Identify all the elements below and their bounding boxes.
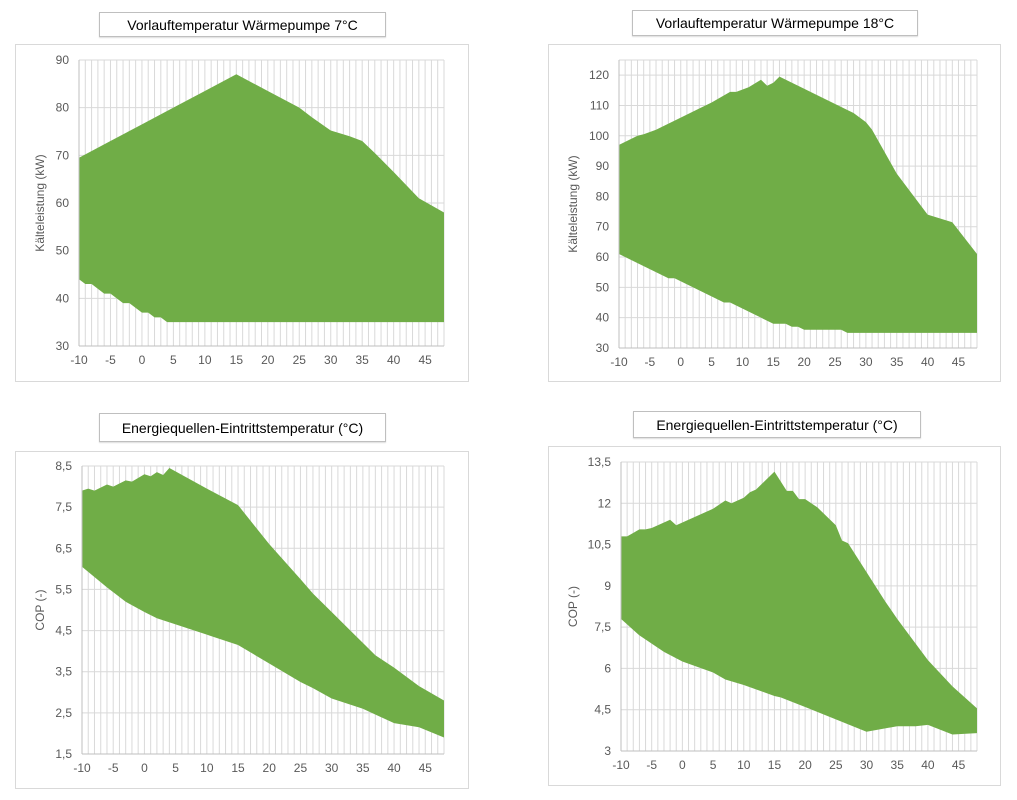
y-tick-label: 13,5 bbox=[588, 455, 612, 469]
x-tick-label: -10 bbox=[70, 353, 88, 367]
x-tick-label: 0 bbox=[139, 353, 146, 367]
x-tick-label: 45 bbox=[418, 353, 432, 367]
y-tick-label: 100 bbox=[589, 129, 609, 143]
x-tick-label: 25 bbox=[294, 761, 308, 775]
x-tick-label: 15 bbox=[230, 353, 244, 367]
x-tick-label: 25 bbox=[829, 758, 843, 772]
y-axis-label: Kälteleistung (kW) bbox=[566, 155, 580, 252]
x-tick-label: 0 bbox=[677, 355, 684, 369]
x-tick-label: 15 bbox=[767, 355, 781, 369]
x-tick-label: 5 bbox=[708, 355, 715, 369]
chart-title: Vorlauftemperatur Wärmepumpe 18°C bbox=[632, 10, 918, 36]
x-tick-label: 45 bbox=[952, 355, 966, 369]
area-band bbox=[82, 468, 444, 738]
x-tick-label: 30 bbox=[325, 761, 339, 775]
y-tick-label: 50 bbox=[56, 244, 70, 258]
y-axis-label: Kälteleistung (kW) bbox=[33, 154, 47, 251]
x-tick-label: 20 bbox=[798, 758, 812, 772]
x-tick-label: -5 bbox=[645, 355, 656, 369]
x-tick-label: 30 bbox=[859, 355, 873, 369]
x-tick-label: 35 bbox=[356, 353, 370, 367]
y-axis-label: COP (-) bbox=[33, 589, 47, 630]
y-tick-label: 4,5 bbox=[594, 703, 611, 717]
x-tick-label: 35 bbox=[891, 758, 905, 772]
x-tick-label: 20 bbox=[263, 761, 277, 775]
x-tick-label: 35 bbox=[356, 761, 370, 775]
x-tick-label: 20 bbox=[797, 355, 811, 369]
x-tick-label: 5 bbox=[710, 758, 717, 772]
y-tick-label: 30 bbox=[56, 339, 70, 353]
x-tick-label: 30 bbox=[860, 758, 874, 772]
x-tick-label: 5 bbox=[170, 353, 177, 367]
y-tick-label: 70 bbox=[56, 148, 70, 162]
x-tick-label: 30 bbox=[324, 353, 338, 367]
y-tick-label: 120 bbox=[589, 68, 609, 82]
x-tick-label: 5 bbox=[172, 761, 179, 775]
area-band bbox=[621, 471, 977, 735]
y-tick-label: 6,5 bbox=[55, 541, 72, 555]
chart-title: Vorlauftemperatur Wärmepumpe 7°C bbox=[99, 12, 386, 37]
y-tick-label: 2,5 bbox=[55, 706, 72, 720]
y-tick-label: 60 bbox=[596, 250, 610, 264]
x-tick-label: 40 bbox=[921, 355, 935, 369]
x-tick-label: 10 bbox=[736, 355, 750, 369]
y-tick-label: 70 bbox=[596, 220, 610, 234]
x-tick-label: -10 bbox=[73, 761, 91, 775]
x-tick-label: 40 bbox=[387, 353, 401, 367]
y-tick-label: 1,5 bbox=[55, 747, 72, 761]
x-tick-label: -10 bbox=[610, 355, 628, 369]
x-tick-label: 0 bbox=[679, 758, 686, 772]
chart-title: Energiequellen-Eintrittstemperatur (°C) bbox=[99, 413, 386, 442]
y-tick-label: 80 bbox=[56, 101, 70, 115]
x-tick-label: 0 bbox=[141, 761, 148, 775]
y-tick-label: 40 bbox=[596, 311, 610, 325]
y-tick-label: 110 bbox=[590, 98, 609, 112]
y-tick-label: 30 bbox=[596, 341, 610, 355]
x-tick-label: 15 bbox=[231, 761, 245, 775]
y-tick-label: 60 bbox=[56, 196, 70, 210]
y-tick-label: 4,5 bbox=[55, 624, 72, 638]
y-tick-label: 50 bbox=[596, 280, 610, 294]
x-tick-label: 10 bbox=[737, 758, 751, 772]
x-tick-label: 25 bbox=[293, 353, 307, 367]
y-tick-label: 9 bbox=[604, 579, 611, 593]
y-tick-label: 40 bbox=[56, 291, 70, 305]
x-tick-label: 15 bbox=[768, 758, 782, 772]
y-tick-label: 7,5 bbox=[594, 620, 611, 634]
x-tick-label: 10 bbox=[200, 761, 214, 775]
x-tick-label: -10 bbox=[612, 758, 630, 772]
y-tick-label: 10,5 bbox=[588, 538, 612, 552]
y-axis-label: COP (-) bbox=[566, 586, 580, 627]
x-tick-label: 20 bbox=[261, 353, 275, 367]
y-tick-label: 3 bbox=[604, 744, 611, 758]
area-band bbox=[619, 76, 977, 333]
x-tick-label: 35 bbox=[890, 355, 904, 369]
y-tick-label: 6 bbox=[604, 661, 611, 675]
y-tick-label: 12 bbox=[598, 496, 612, 510]
y-tick-label: 80 bbox=[596, 189, 610, 203]
x-tick-label: 45 bbox=[952, 758, 966, 772]
x-tick-label: -5 bbox=[105, 353, 116, 367]
y-tick-label: 7,5 bbox=[55, 500, 72, 514]
x-tick-label: -5 bbox=[646, 758, 657, 772]
x-tick-label: 25 bbox=[828, 355, 842, 369]
y-tick-label: 8,5 bbox=[55, 459, 72, 473]
y-tick-label: 90 bbox=[56, 53, 70, 67]
area-band bbox=[79, 74, 444, 323]
x-tick-label: -5 bbox=[108, 761, 119, 775]
y-tick-label: 90 bbox=[596, 159, 610, 173]
x-tick-label: 40 bbox=[387, 761, 401, 775]
x-tick-label: 40 bbox=[921, 758, 935, 772]
y-tick-label: 5,5 bbox=[55, 582, 72, 596]
chart-title: Energiequellen-Eintrittstemperatur (°C) bbox=[633, 411, 921, 438]
x-tick-label: 45 bbox=[419, 761, 433, 775]
x-tick-label: 10 bbox=[198, 353, 212, 367]
y-tick-label: 3,5 bbox=[55, 665, 72, 679]
